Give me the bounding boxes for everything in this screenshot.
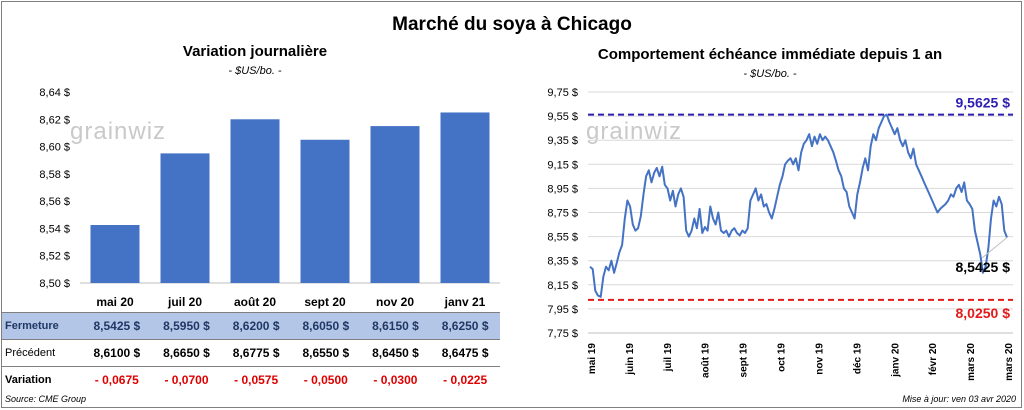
y-tick-label: 8,55 $	[547, 232, 578, 244]
table-cell: - 0,0500	[290, 366, 361, 394]
x-tick-label: mars 20	[1004, 343, 1015, 381]
y-tick-label: 8,62 $	[39, 114, 70, 126]
x-tick-label: juin 19	[625, 343, 636, 376]
table-cell: 8,6100 $	[93, 346, 141, 360]
table-cell: 8,6475 $	[441, 346, 489, 360]
y-tick-label: 8,58 $	[39, 169, 70, 181]
low-value-label: 8,0250 $	[956, 305, 1011, 321]
x-tick-label: juil 20	[167, 295, 202, 309]
table-row-variation: Variation - 0,0675 - 0,0700 - 0,0575 - 0…	[2, 366, 500, 394]
source-note: Source: CME Group	[5, 394, 87, 404]
y-tick-label: 9,15 $	[547, 159, 578, 171]
row-label: Variation	[2, 366, 82, 394]
table-cell: - 0,0675	[82, 366, 152, 394]
y-tick-label: 8,56 $	[39, 196, 70, 208]
x-tick-label: août 20	[234, 295, 276, 309]
table-cell: 8,6550 $	[302, 346, 350, 360]
bar-chart-title: Variation journalière	[182, 43, 328, 60]
y-tick-label: 8,75 $	[547, 208, 578, 220]
x-tick-label: janv 20	[890, 343, 901, 378]
x-tick-label: sept 20	[304, 295, 346, 309]
row-label: Fermeture	[2, 312, 82, 340]
x-tick-label: oct 19	[777, 343, 788, 372]
y-tick-label: 9,35 $	[547, 135, 578, 147]
bar-chart: 8,50 $ 8,52 $ 8,54 $ 8,56 $ 8,58 $ 8,60 $ 8,62…	[39, 87, 500, 309]
y-tick-label: 9,75 $	[547, 87, 578, 99]
price-table: Fermeture 8,5425 $ 8,5950 $ 8,6200 $ 8,6…	[2, 312, 500, 394]
table-cell: - 0,0575	[221, 366, 291, 394]
x-tick-label: mai 20	[96, 295, 134, 309]
bar	[230, 119, 280, 284]
table-cell: 8,6200 $	[221, 312, 291, 340]
table-cell: 8,6450 $	[372, 346, 419, 360]
table-cell: 8,6250 $	[430, 312, 500, 340]
bar	[90, 225, 140, 283]
table-row-close: Fermeture 8,5425 $ 8,5950 $ 8,6200 $ 8,6…	[2, 312, 500, 340]
x-tick-label: janv 21	[444, 295, 486, 309]
line-chart: 7,75 $ 7,95 $ 8,15 $ 8,35 $ 8,55 $ 8,75 $ 8,95…	[547, 87, 1015, 381]
x-tick-label: mai 19	[587, 343, 598, 375]
y-tick-label: 8,50 $	[39, 278, 70, 290]
table-cell: - 0,0225	[430, 366, 500, 394]
watermark-left: grainwiz	[70, 118, 167, 145]
x-tick-label: févr 20	[928, 343, 939, 376]
table-cell: - 0,0300	[360, 366, 431, 394]
table-cell: 8,6150 $	[360, 312, 431, 340]
last-value-label: 8,5425 $	[956, 259, 1011, 275]
y-tick-label: 8,15 $	[547, 280, 578, 292]
page-title: Marché du soya à Chicago	[392, 14, 632, 35]
table-cell: 8,6650 $	[163, 346, 210, 360]
update-note: Mise à jour: ven 03 avr 2020	[902, 394, 1016, 404]
last-value-leader	[981, 237, 1008, 259]
x-tick-label: sept 19	[739, 343, 750, 378]
table-row-previous: Précédent 8,6100 $ 8,6650 $ 8,6775 $ 8,6…	[2, 340, 500, 367]
bar	[370, 126, 420, 283]
y-tick-label: 7,95 $	[547, 304, 578, 316]
line-chart-title: Comportement échéance immédiate depuis 1…	[597, 46, 943, 63]
table-cell: 8,6050 $	[290, 312, 361, 340]
x-tick-label: nov 19	[814, 343, 825, 375]
x-tick-label: août 19	[701, 343, 712, 378]
row-label: Précédent	[5, 347, 56, 359]
price-series-line	[589, 113, 1008, 298]
y-tick-label: 8,95 $	[547, 183, 578, 195]
table-cell: 8,5425 $	[82, 312, 152, 340]
y-tick-label: 8,54 $	[39, 223, 70, 235]
bar	[160, 153, 210, 283]
table-cell: 8,6775 $	[232, 346, 280, 360]
line-chart-unit: - $US/bo. -	[743, 68, 797, 80]
high-value-label: 9,5625 $	[956, 95, 1011, 111]
y-tick-label: 8,64 $	[39, 87, 70, 99]
table-cell: 8,5950 $	[151, 312, 222, 340]
x-tick-label: mars 20	[966, 343, 977, 381]
bar-chart-unit: - $US/bo. -	[228, 65, 282, 77]
bar	[300, 139, 350, 283]
y-tick-label: 7,75 $	[547, 328, 578, 340]
bar	[440, 112, 490, 283]
y-tick-label: 8,60 $	[39, 142, 70, 154]
x-tick-label: déc 19	[852, 343, 863, 375]
y-tick-label: 8,52 $	[39, 251, 70, 263]
x-tick-label: nov 20	[376, 295, 414, 309]
x-tick-label: juil 19	[663, 343, 674, 373]
y-tick-label: 9,55 $	[547, 111, 578, 123]
table-cell: - 0,0700	[151, 366, 222, 394]
y-tick-label: 8,35 $	[547, 256, 578, 268]
